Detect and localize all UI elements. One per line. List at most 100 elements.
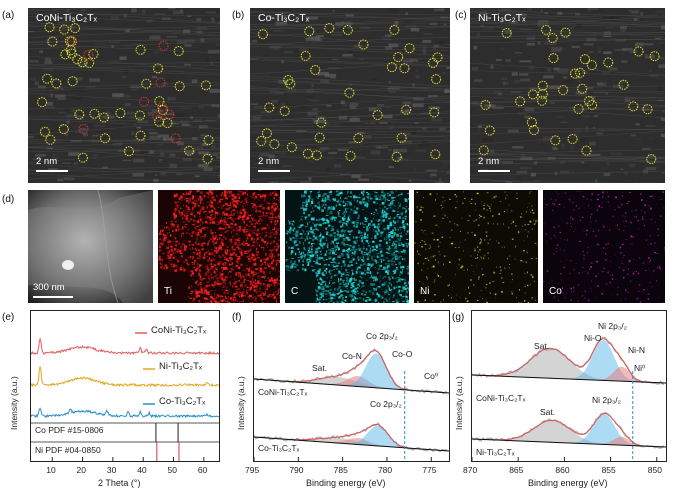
g-ylabel: Intensity (a.u.) — [454, 376, 464, 430]
scale-bar-label-b: 2 nm — [258, 156, 280, 167]
atom-marker-circle — [401, 104, 412, 115]
g-ann-sat-bottom: Sat. — [540, 407, 556, 417]
atom-marker-circle-red — [83, 49, 94, 60]
g-xlabel: Binding energy (eV) — [528, 478, 608, 488]
eds-map-c: C — [285, 190, 409, 303]
map-label-co: Co — [549, 286, 562, 297]
panel-g-label: (g) — [452, 312, 465, 323]
x-tick-label: 30 — [106, 465, 117, 475]
xrd-chart: CoNi-Ti₃C₂Tₓ Ni-Ti₃C₂Tₓ Co-Ti₃C₂Tₓ Co PD… — [30, 310, 220, 462]
x-tick-label: 850 — [647, 465, 662, 475]
f-ann-co2p-top: Co 2p₃/₂ — [366, 331, 398, 341]
atom-marker-circle — [66, 48, 77, 59]
atom-marker-circle — [396, 132, 407, 143]
x-tick-label: 40 — [137, 465, 147, 475]
atom-marker-circle — [202, 153, 213, 164]
atom-marker-circle — [569, 68, 580, 79]
atom-marker-circle — [77, 57, 88, 68]
scale-bar-label-a: 2 nm — [36, 156, 58, 167]
atom-marker-circle — [573, 103, 584, 114]
atom-marker-circle — [174, 81, 185, 92]
xps-co-chart: Co 2p₃/₂ Co-N Co-O Sat. Co⁰ CoNi-Ti₃C₂Tₓ… — [253, 310, 450, 462]
scale-bar-c — [478, 170, 510, 172]
xrd-curve-ni — [31, 366, 219, 388]
atom-marker-circle — [550, 135, 561, 146]
atom-marker-circle-red — [164, 109, 175, 120]
atom-marker-circle — [203, 135, 214, 146]
atom-marker-circle — [399, 63, 410, 74]
satellite-peak — [472, 348, 666, 383]
atom-marker-circle — [353, 133, 364, 144]
g-ann-nio: Ni-O — [584, 333, 602, 343]
xps-envelope — [472, 412, 665, 448]
atom-marker-circle — [134, 110, 145, 121]
atom-marker-circle — [547, 32, 558, 43]
atom-marker-circle — [310, 65, 321, 76]
xps-background — [472, 374, 666, 384]
atom-marker-circle — [548, 53, 559, 64]
atom-marker-circle — [72, 54, 83, 65]
atom-marker-circle — [575, 67, 586, 78]
atom-marker-circle-red — [170, 133, 181, 144]
panel-b-title: Co-Ti₃C₂Tₓ — [258, 12, 310, 24]
atom-marker-circle — [70, 23, 81, 34]
f-ann-con: Co-N — [342, 351, 362, 361]
x-tick-label: 795 — [245, 465, 260, 475]
atom-marker-circle — [44, 22, 55, 33]
atom-marker-circle — [484, 125, 495, 136]
atom-marker-circle — [200, 80, 211, 91]
atom-marker-circle — [269, 139, 280, 150]
scale-bar-a — [36, 170, 68, 172]
scale-bar-d — [33, 296, 73, 298]
atom-marker-circle — [537, 88, 548, 99]
atom-marker-circle — [586, 60, 597, 71]
panel-e-label: (e) — [2, 312, 15, 323]
atom-marker-circle — [115, 108, 126, 119]
x-tick-label: 780 — [377, 465, 393, 475]
f-ann-coo: Co-O — [392, 349, 413, 359]
x-tick-label: 860 — [555, 465, 570, 475]
x-tick-label: 20 — [76, 465, 87, 475]
atom-marker-circle — [567, 133, 578, 144]
atom-marker-circle — [58, 124, 69, 135]
g-series-coni: CoNi-Ti₃C₂Tₓ — [476, 393, 526, 403]
atom-marker-circle — [584, 95, 595, 106]
atom-marker-circle — [432, 52, 443, 63]
g-ann-ni0: Ni⁰ — [634, 363, 646, 373]
e-ylabel: Intensity (a.u.) — [9, 376, 19, 430]
atom-marker-circle — [389, 24, 400, 35]
atom-marker-circle — [311, 150, 322, 161]
atom-marker-circle — [391, 151, 402, 162]
atom-marker-circle — [279, 106, 290, 117]
atom-marker-circle — [358, 39, 369, 50]
map-label-c: C — [291, 286, 299, 297]
atom-marker-circle — [37, 97, 48, 108]
ref-ni-label: Ni PDF #04-0850 — [35, 445, 101, 455]
atom-marker-circle — [154, 96, 165, 107]
xps-background — [472, 438, 666, 448]
atom-marker-circle — [99, 112, 110, 123]
atom-marker-circle — [74, 109, 85, 120]
atom-marker-circle — [42, 73, 53, 84]
f-ann-sat: Sat. — [312, 363, 328, 373]
atom-marker-circle — [39, 126, 50, 137]
atom-marker-circle — [649, 51, 660, 62]
x-tick-label: 790 — [289, 465, 304, 475]
legend-ni: Ni-Ti₃C₂Tₓ — [159, 361, 203, 372]
x-tick-label: 865 — [509, 465, 524, 475]
f-ann-co2p-bottom: Co 2p₃/₂ — [370, 399, 402, 409]
atom-marker-circle — [47, 36, 58, 47]
atom-marker-circle — [304, 26, 315, 37]
atom-marker-circle-red — [155, 77, 166, 88]
map-label-ti: Ti — [164, 286, 172, 297]
atom-marker-circle — [100, 133, 111, 144]
atom-marker-circle — [89, 108, 100, 119]
xps-ni-chart: Ni 2p₃/₂ Ni-O Sat. Ni-N Ni⁰ CoNi-Ti₃C₂Tₓ… — [471, 310, 667, 462]
atom-marker-circle — [528, 125, 539, 136]
atom-marker-circle — [537, 95, 548, 106]
x-tick-label: 785 — [333, 465, 348, 475]
atom-marker-circle — [285, 78, 296, 89]
xps-background — [254, 436, 449, 452]
atom-marker-circle — [618, 79, 629, 90]
atom-marker-circle — [537, 80, 548, 91]
